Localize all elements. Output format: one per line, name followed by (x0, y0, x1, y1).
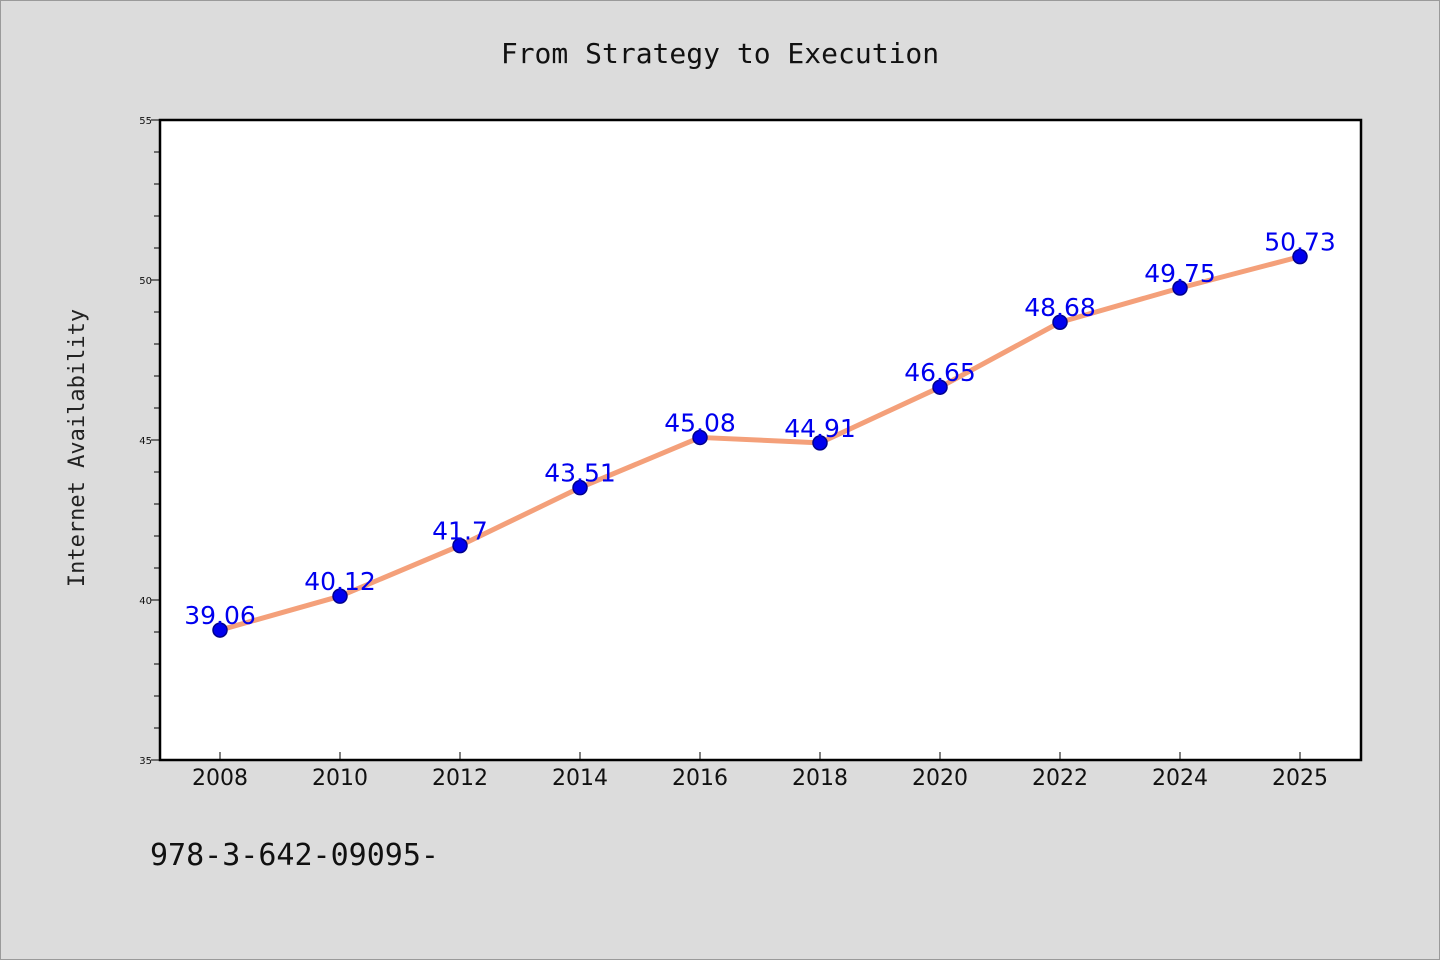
x-tick-label: 2016 (672, 766, 728, 791)
data-label: 39.06 (184, 601, 256, 630)
x-tick-label: 2018 (792, 766, 848, 791)
data-point (932, 379, 948, 395)
data-point (1052, 314, 1068, 330)
y-tick-label: 35 (139, 756, 152, 767)
footer-isbn-text: 978-3-642-09095- (150, 838, 439, 873)
data-point (1292, 248, 1308, 265)
chart-title: From Strategy to Execution (501, 37, 939, 70)
y-tick-label: 55 (139, 116, 152, 127)
data-markers (212, 248, 1308, 638)
y-tick-label: 50 (139, 276, 152, 287)
x-tick-label: 2012 (432, 766, 488, 791)
data-label: 45.08 (664, 408, 736, 437)
y-axis-label: Internet Availability (65, 309, 90, 587)
plot-border (158, 118, 1363, 762)
series-line (217, 254, 1303, 633)
data-label: 46.65 (904, 358, 976, 387)
y-axis-ticks: 35 40 45 50 55 (139, 116, 160, 767)
data-label: 41.7 (432, 517, 488, 546)
y-tick-label: 45 (139, 436, 152, 447)
data-label: 48.68 (1024, 293, 1096, 322)
x-tick-label: 2024 (1152, 766, 1208, 791)
data-point (572, 479, 588, 496)
x-axis-ticks: 2008 2010 2012 2014 2016 2018 2020 2022 2024 2025 (192, 752, 1328, 791)
x-tick-label: 2025 (1272, 766, 1328, 791)
x-tick-label: 2020 (912, 766, 968, 791)
data-point (452, 537, 468, 554)
data-label: 40.12 (304, 567, 376, 596)
data-point (332, 588, 348, 604)
x-tick-label: 2014 (552, 766, 608, 791)
data-point (1172, 280, 1188, 296)
y-tick-label: 40 (139, 596, 152, 607)
data-label: 43.51 (544, 459, 616, 488)
x-tick-label: 2008 (192, 766, 248, 791)
x-tick-label: 2022 (1032, 766, 1088, 791)
data-label: 49.75 (1144, 259, 1216, 288)
data-point (812, 435, 828, 451)
data-point (692, 429, 708, 446)
data-labels: 39.06 40.12 41.7 43.51 45.08 44.91 46.65 48.68 4… (184, 228, 1336, 630)
x-tick-label: 2010 (312, 766, 368, 791)
data-label: 50.73 (1264, 228, 1336, 257)
data-point (212, 622, 228, 638)
data-label: 44.91 (784, 414, 856, 443)
